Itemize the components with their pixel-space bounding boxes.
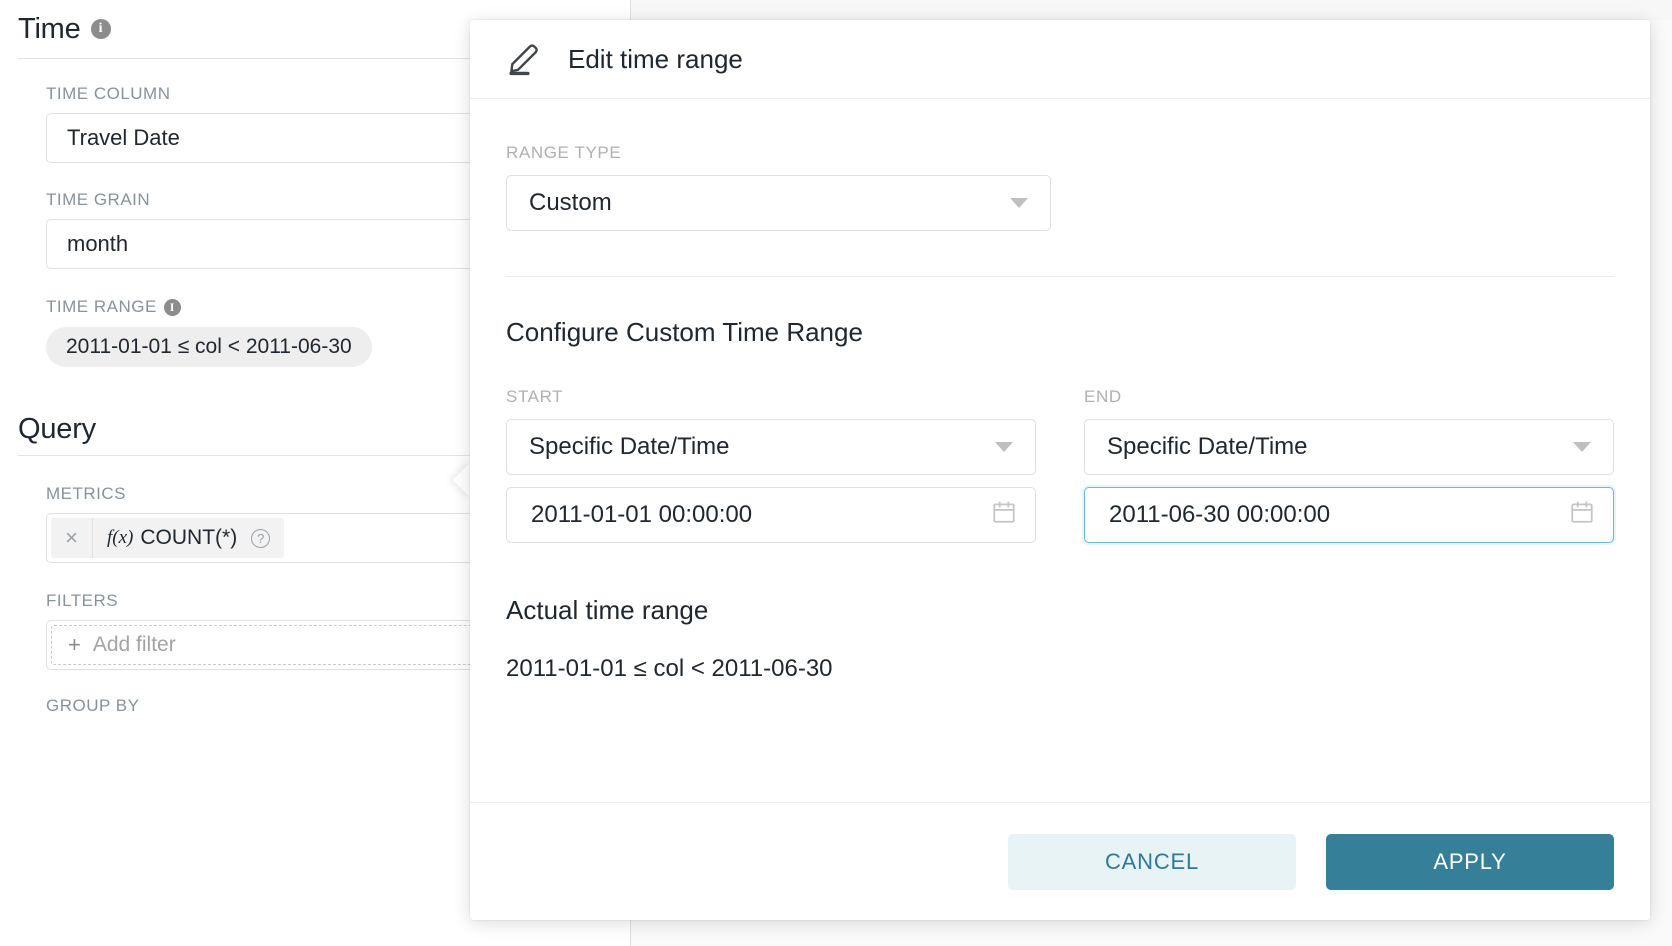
info-icon[interactable]: i [163, 298, 181, 316]
time-grain-label: TIME GRAIN [46, 190, 151, 209]
query-section-title: Query [18, 412, 96, 445]
chevron-down-icon [995, 442, 1013, 452]
end-column: END Specific Date/Time 2011-06-30 00:00:… [1084, 387, 1614, 543]
section-divider [18, 455, 630, 456]
add-filter-button[interactable]: + Add filter [51, 625, 641, 665]
modal-title: Edit time range [568, 43, 743, 74]
apply-button[interactable]: APPLY [1326, 833, 1614, 890]
end-mode-value: Specific Date/Time [1107, 433, 1308, 460]
chevron-down-icon [1573, 442, 1591, 452]
time-range-label-text: TIME RANGE [46, 297, 157, 316]
time-section-header: Time i [0, 0, 630, 58]
edit-time-range-modal: Edit time range RANGE TYPE Custom Config… [470, 20, 1650, 920]
time-column-label: TIME COLUMN [46, 84, 171, 103]
end-datetime-input[interactable]: 2011-06-30 00:00:00 [1084, 487, 1614, 543]
pencil-icon [506, 38, 544, 81]
chevron-down-icon [1010, 198, 1028, 208]
range-type-field: RANGE TYPE Custom [506, 143, 1614, 231]
calendar-icon[interactable] [1569, 499, 1595, 532]
group-by-label: GROUP BY [46, 696, 140, 715]
actual-range-value: 2011-01-01 ≤ col < 2011-06-30 [506, 655, 833, 682]
cancel-button[interactable]: CANCEL [1008, 833, 1296, 890]
start-column: START Specific Date/Time 2011-01-01 00:0… [506, 387, 1036, 543]
configure-heading: Configure Custom Time Range [506, 317, 863, 347]
group-by-field: GROUP BY [0, 696, 630, 716]
modal-header: Edit time range [470, 20, 1650, 99]
plus-icon: + [68, 632, 81, 657]
filters-label: FILTERS [46, 591, 119, 610]
help-icon[interactable]: ? [251, 528, 271, 548]
section-divider [18, 58, 630, 59]
info-icon[interactable]: i [90, 19, 111, 39]
time-range-pill[interactable]: 2011-01-01 ≤ col < 2011-06-30 [46, 327, 372, 367]
time-range-label: TIME RANGE i [46, 297, 630, 317]
start-datetime-input[interactable]: 2011-01-01 00:00:00 [506, 487, 1036, 543]
start-mode-value: Specific Date/Time [529, 433, 730, 460]
time-section-title: Time [18, 12, 81, 45]
start-datetime-value: 2011-01-01 00:00:00 [531, 501, 753, 528]
end-datetime-value: 2011-06-30 00:00:00 [1109, 501, 1331, 528]
end-label: END [1084, 387, 1122, 406]
start-mode-select[interactable]: Specific Date/Time [506, 419, 1036, 475]
range-type-label: RANGE TYPE [506, 143, 622, 162]
range-type-select[interactable]: Custom [506, 175, 1051, 231]
metric-chip[interactable]: × f(x) COUNT(*) ? [51, 518, 285, 558]
start-label: START [506, 387, 564, 406]
time-range-field: TIME RANGE i 2011-01-01 ≤ col < 2011-06-… [0, 297, 630, 367]
modal-divider [506, 276, 1614, 277]
function-icon: f(x) [107, 527, 134, 548]
metric-label: COUNT(*) [140, 526, 238, 549]
calendar-icon[interactable] [991, 499, 1017, 532]
actual-range-heading: Actual time range [506, 595, 709, 625]
query-section-header: Query [0, 403, 630, 455]
modal-body: RANGE TYPE Custom Configure Custom Time … [470, 99, 1650, 802]
metrics-label: METRICS [46, 484, 126, 503]
end-mode-select[interactable]: Specific Date/Time [1084, 419, 1614, 475]
modal-footer: CANCEL APPLY [470, 802, 1650, 920]
add-filter-label: Add filter [92, 633, 176, 656]
remove-metric-icon[interactable]: × [51, 518, 93, 558]
range-grid: START Specific Date/Time 2011-01-01 00:0… [506, 387, 1614, 543]
range-type-value: Custom [529, 189, 612, 216]
